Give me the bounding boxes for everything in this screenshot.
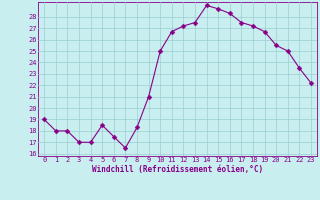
X-axis label: Windchill (Refroidissement éolien,°C): Windchill (Refroidissement éolien,°C) (92, 165, 263, 174)
